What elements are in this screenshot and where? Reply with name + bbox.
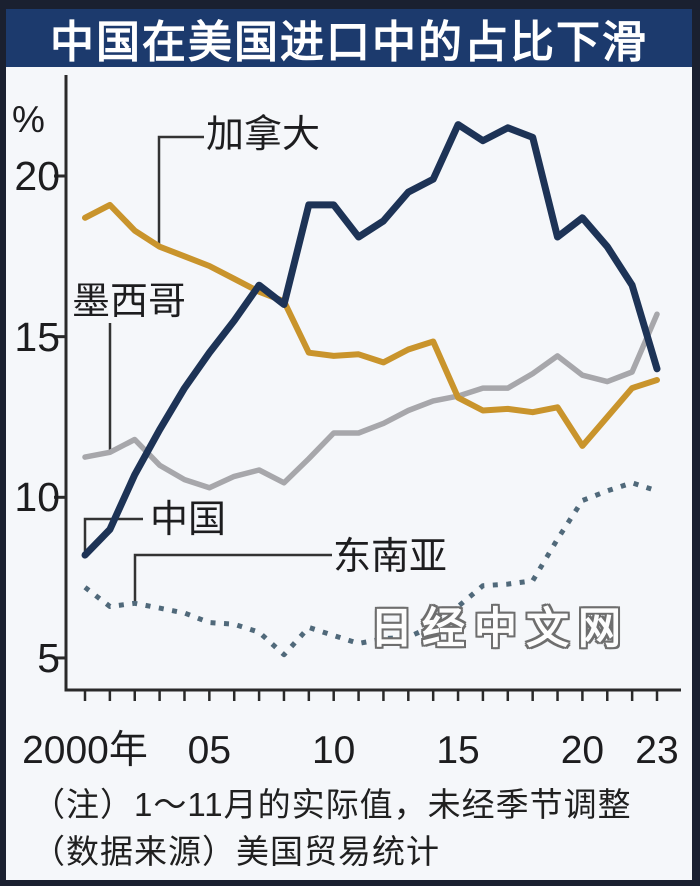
series-label-canada: 加拿大 <box>206 114 321 156</box>
x-axis-tick-label: 2000年 <box>22 729 148 772</box>
watermark: 日经中文网 <box>370 605 630 653</box>
x-axis-tick-label: 23 <box>635 729 679 772</box>
series-line-china <box>81 121 661 559</box>
connector-southeast-asia <box>133 553 332 602</box>
y-axis-tick-label: 5 <box>37 634 60 681</box>
x-axis-tick-label: 05 <box>187 729 232 772</box>
source-line: （数据来源）美国贸易统计 <box>32 833 440 870</box>
x-axis-tick-label: 10 <box>311 729 356 772</box>
title-bar: 中国在美国进口中的占比下滑 <box>6 9 692 67</box>
y-axis-tick-label: 15 <box>14 313 60 360</box>
y-axis-unit-label: % <box>12 99 45 140</box>
series-line-canada <box>82 201 660 449</box>
chart-title: 中国在美国进口中的占比下滑 <box>50 18 648 67</box>
connector-canada <box>157 135 204 244</box>
series-line-southeast-asia <box>83 480 658 658</box>
y-axis-tick-label: 20 <box>14 153 60 199</box>
series-label-southeast-asia: 东南亚 <box>333 536 448 578</box>
x-axis-tick-label: 15 <box>436 729 480 772</box>
axis-frame <box>64 75 681 692</box>
series-label-china: 中国 <box>150 499 227 541</box>
footnote-line-1: （注）1～11月的实际值，未经季节调整 <box>32 786 632 823</box>
series-label-mexico: 墨西哥 <box>72 281 187 323</box>
series-line-mexico <box>82 311 660 491</box>
x-axis-tick-label: 20 <box>560 729 605 772</box>
connector-china <box>83 517 143 551</box>
y-axis-tick-label: 10 <box>14 474 60 521</box>
